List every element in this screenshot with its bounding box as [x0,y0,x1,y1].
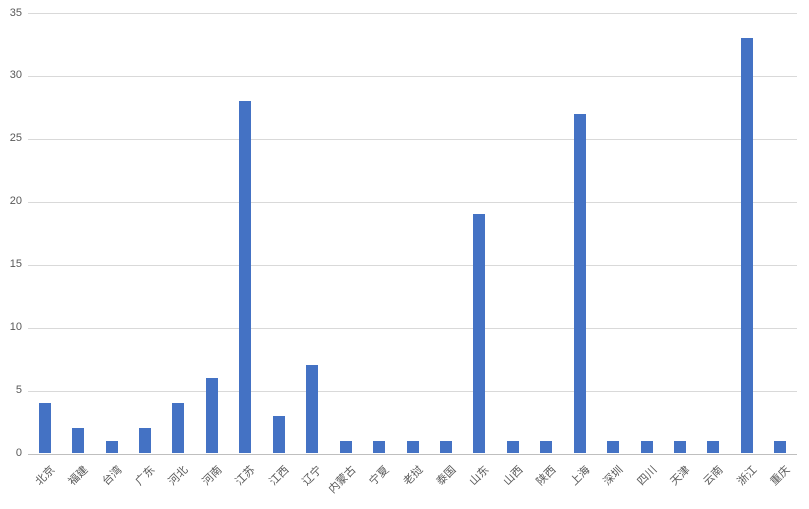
bar-台湾 [105,440,118,454]
bar-老挝 [406,440,419,454]
x-axis-tick-label: 浙江 [735,463,760,488]
bar-辽宁 [306,365,319,454]
x-axis-tick-label: 内蒙古 [326,463,359,496]
x-axis-tick-label: 辽宁 [300,463,325,488]
gridline [28,13,797,14]
x-axis-line [28,453,797,455]
y-axis-tick-label: 20 [9,195,22,208]
gridline [28,75,797,77]
gridline [28,264,797,266]
y-axis-tick-label: 35 [9,6,22,19]
bar-山东 [473,214,486,454]
x-axis-tick-label: 陕西 [534,463,559,488]
x-axis-tick-label: 山西 [501,463,526,488]
x-axis-tick-label: 泰国 [434,463,459,488]
bar-云南 [707,440,720,454]
bar-泰国 [439,440,452,454]
bar-北京 [38,403,51,454]
y-axis-tick-label: 10 [9,321,22,334]
x-axis-tick-label: 老挝 [400,463,425,488]
x-axis-tick-label: 四川 [634,463,660,488]
bar-福建 [72,428,85,454]
bar-天津 [673,440,686,454]
bar-宁夏 [373,440,386,454]
bar-重庆 [774,440,787,454]
bar-深圳 [607,440,620,454]
x-axis-tick-label: 福建 [66,463,91,488]
bar-河北 [172,403,185,454]
x-axis-tick-label: 上海 [568,463,593,488]
x-axis-tick-label: 江苏 [233,463,258,488]
gridline [28,138,797,140]
x-axis-tick-label: 台湾 [100,463,125,488]
bar-四川 [640,440,653,454]
bar-广东 [139,428,152,454]
bar-江西 [272,415,285,454]
bar-江苏 [239,101,252,454]
x-axis-tick-label: 宁夏 [367,463,392,488]
x-axis-tick-label: 河南 [200,463,225,488]
y-axis-tick-label: 5 [15,384,22,397]
x-axis-tick-label: 深圳 [601,463,626,488]
bar-河南 [205,377,218,454]
bar-内蒙古 [339,440,352,454]
x-axis-tick-label: 北京 [33,463,58,488]
y-axis-tick-label: 0 [15,447,22,459]
y-axis-tick-label: 15 [9,258,22,271]
x-axis-tick-label: 广东 [133,463,158,488]
x-axis-tick-label: 天津 [668,463,693,488]
x-axis-tick-label: 云南 [701,463,726,488]
x-axis-tick-label: 河北 [166,463,191,488]
gridline [28,201,797,203]
bar-上海 [573,113,586,454]
x-axis-tick-label: 江西 [267,463,292,488]
x-axis-tick-label: 山东 [467,463,492,488]
bar-陕西 [540,440,553,454]
gridline [28,390,797,392]
gridline [28,327,797,329]
bar-浙江 [740,38,753,454]
y-axis-tick-label: 25 [9,132,22,145]
y-axis-tick-label: 30 [9,69,22,82]
x-axis-tick-label: 重庆 [768,463,793,488]
bar-山西 [506,440,519,454]
